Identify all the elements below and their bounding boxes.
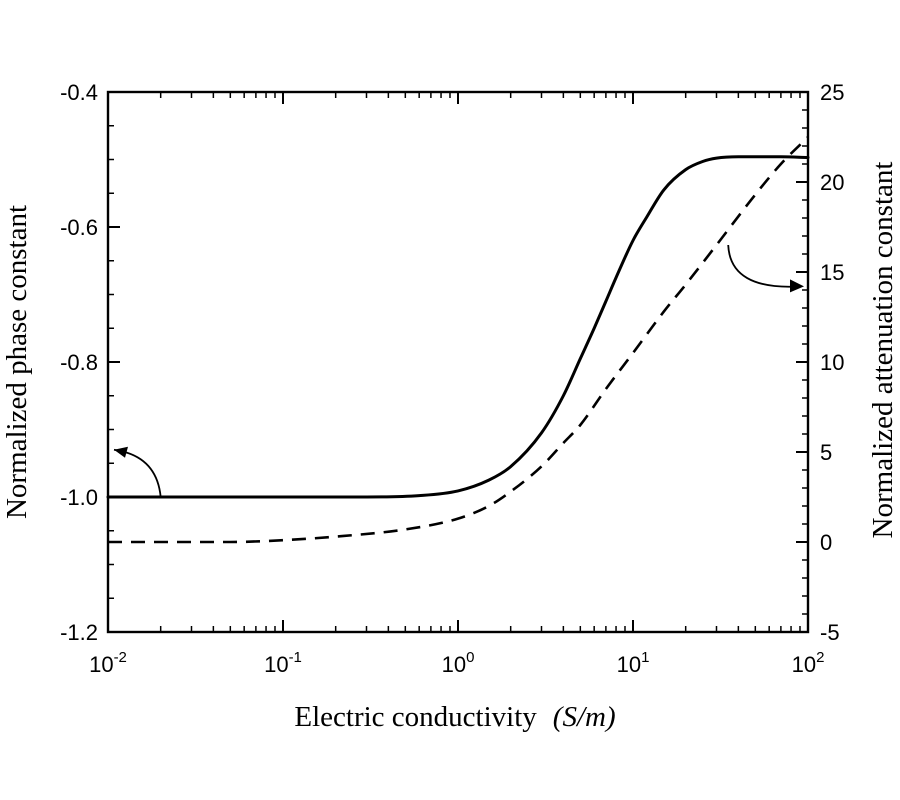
x-tick-exponent: 2 — [816, 649, 824, 666]
phase-curve-solid — [106, 155, 810, 499]
y-right-tick-label: 25 — [820, 80, 844, 105]
attenuation-curve-dashed — [107, 136, 809, 544]
y-left-tick-label: -1.2 — [60, 620, 98, 645]
x-tick-base: 10 — [617, 652, 641, 677]
tick-labels: 10-2 10-1 100 101 102-0.4-0.6-0.8-1.0-1.2252… — [60, 80, 844, 677]
x-tick-base: 10 — [792, 652, 816, 677]
x-tick-exponent: 0 — [466, 649, 474, 666]
tick-marks — [107, 91, 809, 633]
x-axis-title-text: Electric conductivity — [294, 701, 537, 733]
y-right-tick-label: -5 — [820, 620, 840, 645]
y-left-tick-label: -1.0 — [60, 485, 98, 510]
y-right-tick-label: 0 — [820, 530, 832, 555]
left-axis-arrow-head — [114, 446, 128, 458]
x-tick-base: 10 — [264, 652, 288, 677]
plot-frame — [106, 90, 810, 634]
x-tick-base: 10 — [442, 652, 466, 677]
y-right-tick-label: 20 — [820, 170, 844, 195]
x-tick-label: 10-2 — [89, 649, 127, 677]
x-tick-exponent: 1 — [641, 649, 649, 666]
x-tick-label: 101 — [617, 649, 650, 677]
x-tick-label: 10-1 — [264, 649, 302, 677]
curves — [106, 136, 810, 544]
y-left-tick-label: -0.8 — [60, 350, 98, 375]
y-right-tick-label: 5 — [820, 440, 832, 465]
x-tick-exponent: -1 — [289, 649, 302, 666]
x-tick-base: 10 — [89, 652, 113, 677]
right-axis-title: Normalized attenuation constant — [867, 162, 899, 539]
left-axis-arrow — [113, 448, 162, 498]
right-axis-arrow — [727, 244, 801, 288]
y-right-tick-label: 15 — [820, 260, 844, 285]
left-axis-title: Normalized phase constant — [1, 205, 33, 519]
y-left-tick-label: -0.6 — [60, 215, 98, 240]
x-tick-exponent: -2 — [114, 649, 127, 666]
right-axis-arrow-head — [790, 279, 804, 293]
x-tick-label: 100 — [442, 649, 475, 677]
y-right-tick-label: 10 — [820, 350, 844, 375]
x-axis-title: Electric conductivity (S/m) — [294, 701, 615, 733]
x-axis-unit: (S/m) — [553, 701, 616, 733]
annotations — [113, 244, 804, 498]
y-left-tick-label: -0.4 — [60, 80, 98, 105]
x-tick-label: 102 — [792, 649, 825, 677]
